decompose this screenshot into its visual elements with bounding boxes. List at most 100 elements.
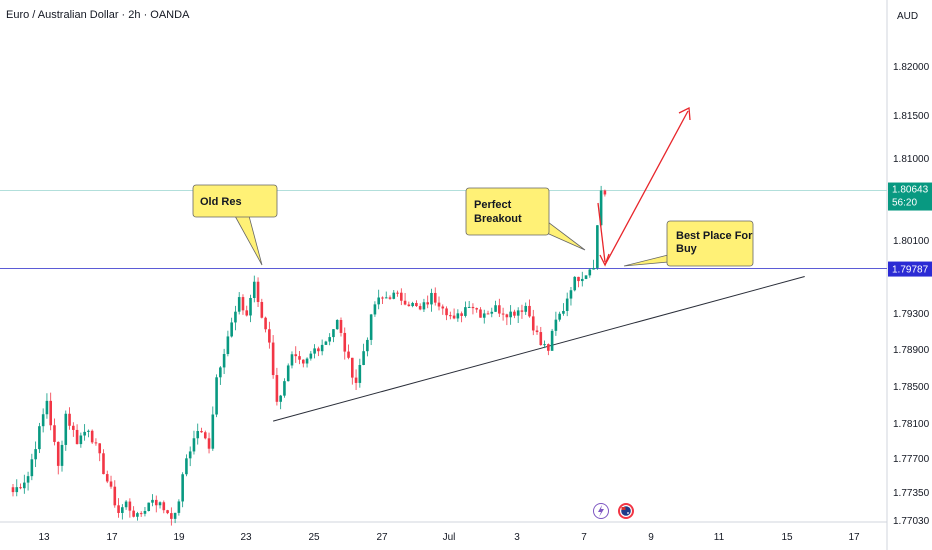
target-arrow-head	[678, 106, 691, 121]
candle-body	[158, 502, 162, 506]
resistance-price-badge: 1.79787	[888, 261, 932, 277]
time-tick-label: 25	[308, 532, 320, 543]
resistance-price-value: 1.79787	[892, 265, 929, 276]
ascending-trendline[interactable]	[272, 276, 805, 422]
callout-best-buy[interactable]: Best Place For Buy	[623, 220, 755, 267]
time-tick-label: Jul	[443, 532, 456, 543]
candle-body	[490, 311, 494, 314]
candle-body	[369, 314, 373, 340]
target-arrow-shaft	[604, 110, 689, 266]
candle-body	[524, 305, 528, 312]
candle-body	[94, 442, 98, 444]
price-tick-label: 1.78500	[893, 382, 930, 393]
candle-body	[418, 306, 422, 310]
callout-buy-box	[666, 220, 754, 267]
candle-body	[226, 336, 230, 355]
candle-body	[580, 278, 584, 282]
candle-body	[422, 302, 426, 310]
symbol-title[interactable]: Euro / Australian Dollar · 2h · OANDA	[6, 9, 190, 21]
australia-flag-icon[interactable]	[618, 503, 634, 519]
candle-body	[362, 351, 365, 366]
current-price-badge: 1.80643 56:20	[888, 182, 932, 211]
candle-body	[188, 451, 192, 459]
candle-body	[241, 297, 245, 311]
candle-body	[535, 330, 539, 333]
price-tick-label: 1.78900	[893, 345, 930, 356]
time-tick-label: 23	[240, 532, 252, 543]
candle-body	[449, 315, 452, 317]
candle-body	[381, 297, 384, 299]
candle-body	[317, 348, 320, 352]
callout-perfect-breakout[interactable]: Perfect Breakout	[465, 187, 586, 251]
candle-body	[249, 297, 252, 316]
projection-arrows[interactable]	[597, 106, 691, 267]
candle-body	[562, 310, 565, 314]
candle-body	[45, 400, 49, 415]
candle-body	[388, 297, 392, 299]
time-tick-label: 15	[781, 532, 793, 543]
candle-body	[332, 329, 335, 338]
candle-body	[256, 281, 260, 302]
current-price-badge-bg	[888, 182, 932, 211]
candle-body	[234, 311, 237, 323]
candle-body	[501, 313, 505, 315]
callout-old-res-text: Old Res	[200, 196, 242, 208]
candle-body	[207, 438, 211, 449]
candle-body	[154, 499, 158, 506]
candle-body	[328, 337, 331, 342]
candle-body	[324, 341, 328, 345]
candle-body	[347, 351, 350, 358]
candle-body	[26, 476, 30, 483]
candle-body	[203, 432, 207, 439]
candle-body	[531, 316, 535, 331]
candle-body	[53, 425, 56, 442]
candle-body	[275, 375, 279, 402]
time-tick-label: 11	[714, 532, 725, 543]
candle-body	[245, 310, 249, 316]
time-tick-label: 13	[38, 532, 50, 543]
candle-body	[252, 281, 256, 298]
candle-body	[482, 313, 486, 318]
candle-body	[109, 481, 113, 487]
candle-body	[309, 353, 313, 359]
callout-breakout-line1: Perfect	[474, 199, 512, 211]
candle-body	[83, 431, 86, 436]
price-tick-label: 1.77350	[893, 488, 930, 499]
candle-body	[196, 431, 200, 439]
time-tick-label: 17	[848, 532, 860, 543]
candle-body	[558, 313, 561, 320]
lightning-icon[interactable]	[593, 503, 609, 519]
candle-body	[441, 306, 445, 309]
candle-body	[41, 414, 45, 427]
candle-body	[554, 319, 558, 331]
candle-body	[34, 449, 37, 460]
price-tick-label: 1.81000	[893, 154, 930, 165]
candle-body	[30, 459, 34, 477]
time-tick-label: 17	[106, 532, 118, 543]
candle-body	[23, 482, 26, 489]
candle-body	[279, 395, 282, 402]
candle-body	[528, 305, 531, 317]
candle-body	[68, 413, 71, 426]
candle-body	[181, 474, 184, 502]
candle-body	[437, 302, 441, 307]
callout-buy-line1: Best Place For	[676, 230, 753, 242]
callout-old-res[interactable]: Old Res	[192, 184, 278, 266]
candle-body	[79, 435, 83, 445]
candle-body	[268, 329, 271, 343]
time-tick-label: 19	[173, 532, 185, 543]
candle-body	[192, 438, 196, 452]
candles-layer	[11, 185, 607, 526]
candle-body	[445, 308, 448, 316]
candle-body	[132, 510, 135, 517]
candle-body	[162, 502, 166, 511]
candle-body	[215, 377, 218, 415]
candle-body	[471, 306, 475, 309]
time-tick-label: 9	[648, 532, 654, 543]
candle-body	[486, 313, 490, 315]
candle-body	[539, 332, 543, 346]
callout-breakout-line2: Breakout	[474, 213, 522, 225]
candle-body	[87, 430, 90, 432]
candle-body	[290, 354, 294, 366]
